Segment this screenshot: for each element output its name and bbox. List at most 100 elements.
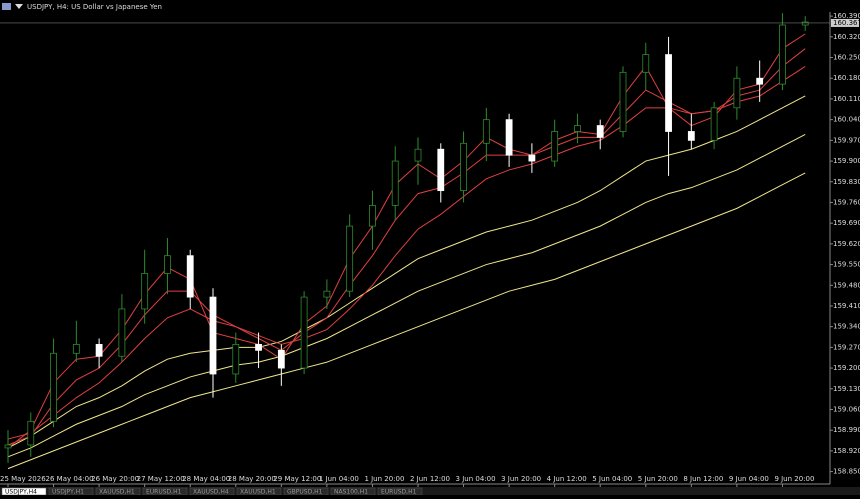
candle-body — [369, 205, 376, 227]
x-tick-label: 27 May 12:00 — [137, 475, 185, 483]
x-tick-label: 9 Jun 04:00 — [729, 475, 769, 483]
tab-label[interactable]: EURUSD,H1 — [146, 489, 182, 496]
moving-average-line — [7, 172, 806, 470]
x-tick-label: 1 Jun 04:00 — [319, 475, 359, 483]
y-tick-label: 158.920 — [833, 447, 860, 455]
current-price-box — [831, 18, 859, 27]
y-tick-label: 159.900 — [833, 157, 860, 165]
candle-body — [50, 352, 57, 422]
y-tick-label: 159.760 — [833, 198, 860, 206]
moving-average-line — [7, 95, 806, 449]
x-tick-label: 4 Jun 12:00 — [547, 475, 587, 483]
current-price-label: 160.367 — [833, 19, 860, 27]
y-tick-label: 159.970 — [833, 136, 860, 144]
candle-body — [551, 131, 559, 162]
y-tick-label: 159.550 — [833, 261, 860, 269]
candle-body — [300, 296, 308, 369]
moving-average-line — [7, 48, 806, 446]
candle-body — [255, 344, 262, 351]
candle-body — [164, 255, 171, 274]
candle-body — [437, 148, 445, 192]
y-tick-label: 159.690 — [833, 219, 860, 227]
y-tick-label: 159.270 — [833, 343, 860, 351]
moving-average-line — [7, 65, 806, 440]
tab-label[interactable]: XAUUSD,H1 — [99, 489, 135, 496]
y-tick-label: 160.110 — [833, 95, 860, 103]
candle-body — [460, 142, 467, 192]
candle-body — [232, 344, 240, 375]
y-tick-label: 159.060 — [833, 405, 860, 413]
candle-body — [27, 420, 35, 446]
x-tick-label: 1 Jun 20:00 — [364, 475, 404, 483]
candle-body — [596, 125, 604, 138]
x-tick-label: 26 May 20:00 — [91, 475, 139, 483]
candle-body — [779, 24, 786, 85]
y-tick-label: 159.830 — [833, 178, 860, 186]
candle-body — [801, 21, 809, 26]
candle-body — [733, 77, 741, 109]
y-tick-label: 159.340 — [833, 323, 860, 331]
moving-average-line — [7, 33, 806, 449]
y-tick-label: 159.620 — [833, 240, 860, 248]
candle-body — [95, 344, 103, 357]
tab-label[interactable]: USDJPY,H1 — [52, 489, 84, 496]
candle-body — [574, 125, 581, 132]
tab-bar — [0, 487, 860, 495]
x-tick-label: 2 Jun 12:00 — [410, 475, 450, 483]
flag-icon — [2, 3, 11, 10]
tab-label[interactable]: NAS100,H1 — [334, 489, 368, 496]
y-tick-label: 160.320 — [833, 33, 860, 41]
x-tick-label: 28 May 04:00 — [182, 475, 230, 483]
candle-body — [277, 349, 285, 369]
candle-body — [665, 54, 672, 132]
candle-body — [4, 444, 12, 449]
y-tick-label: 160.040 — [833, 116, 860, 124]
x-tick-label: 8 Jun 12:00 — [683, 475, 723, 483]
y-tick-label: 160.390 — [833, 12, 860, 20]
x-tick-label: 3 Jun 20:00 — [501, 475, 541, 483]
candle-body — [209, 296, 217, 375]
y-tick-label: 160.250 — [833, 54, 860, 62]
chart-title: USDJPY, H4: US Dollar vs Japanese Yen — [27, 3, 162, 11]
x-tick-label: 3 Jun 04:00 — [456, 475, 496, 483]
candle-body — [414, 148, 422, 162]
x-tick-label: 29 May 12:00 — [273, 475, 321, 483]
dropdown-icon[interactable] — [15, 4, 23, 9]
x-tick-label: 26 May 04:00 — [46, 475, 94, 483]
tab-label[interactable]: USDJPY,H4 — [5, 489, 37, 496]
moving-average-line — [7, 133, 806, 458]
candle-body — [141, 273, 149, 310]
y-tick-label: 159.480 — [833, 281, 860, 289]
candle-body — [186, 255, 194, 298]
candle-body — [505, 119, 513, 156]
y-tick-label: 160.180 — [833, 74, 860, 82]
tab-label[interactable]: EURUSD,H1 — [381, 489, 417, 496]
candle-body — [323, 290, 331, 298]
tab-label[interactable]: GBPUSD,H1 — [287, 489, 323, 496]
x-tick-label: 5 Jun 20:00 — [638, 475, 678, 483]
y-tick-label: 159.130 — [833, 385, 860, 393]
x-tick-label: 25 May 2026 — [0, 475, 46, 483]
tab-label[interactable]: XAUUSD,H1 — [240, 489, 276, 496]
candle-body — [756, 77, 764, 85]
candle-body — [482, 119, 490, 144]
candle-body — [528, 154, 536, 162]
x-tick-label: 28 May 20:00 — [228, 475, 276, 483]
tab-label[interactable]: XAUUSD,H4 — [193, 489, 229, 496]
candle-body — [118, 308, 126, 357]
candle-body — [346, 225, 354, 292]
candle-body — [391, 160, 399, 206]
y-tick-label: 158.990 — [833, 426, 860, 434]
candle-body — [619, 71, 627, 132]
y-tick-label: 158.850 — [833, 468, 860, 476]
candle-body — [710, 107, 718, 141]
candle-body — [642, 54, 650, 73]
x-tick-label: 5 Jun 04:00 — [592, 475, 632, 483]
candle-body — [687, 131, 695, 141]
candle-body — [72, 344, 80, 354]
y-tick-label: 159.410 — [833, 302, 860, 310]
x-tick-label: 9 Jun 20:00 — [774, 475, 814, 483]
